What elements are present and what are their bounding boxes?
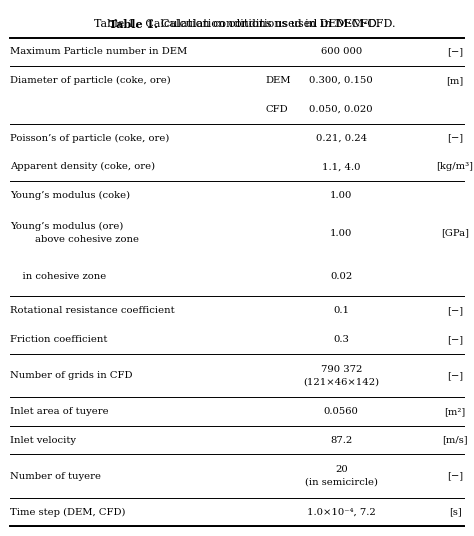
Text: [−]: [−] bbox=[447, 335, 463, 344]
Text: [−]: [−] bbox=[447, 133, 463, 143]
Text: Table 1.  Calculation conditions used in DEM-CFD.: Table 1. Calculation conditions used in … bbox=[94, 19, 380, 29]
Text: 0.0560: 0.0560 bbox=[324, 407, 359, 416]
Text: Inlet area of tuyere: Inlet area of tuyere bbox=[10, 407, 109, 416]
Text: DEM: DEM bbox=[265, 76, 291, 85]
Text: Inlet velocity: Inlet velocity bbox=[10, 436, 76, 444]
Text: 0.3: 0.3 bbox=[333, 335, 349, 344]
Text: Number of grids in CFD: Number of grids in CFD bbox=[10, 371, 133, 380]
Text: 1.00: 1.00 bbox=[330, 191, 353, 200]
Text: Poisson’s of particle (coke, ore): Poisson’s of particle (coke, ore) bbox=[10, 133, 170, 143]
Text: Young’s modulus (coke): Young’s modulus (coke) bbox=[10, 191, 130, 200]
Text: 0.02: 0.02 bbox=[330, 272, 352, 281]
Text: 790 372
(121×46×142): 790 372 (121×46×142) bbox=[303, 364, 379, 386]
Text: 20
(in semicircle): 20 (in semicircle) bbox=[305, 465, 378, 487]
Text: [m]: [m] bbox=[447, 76, 464, 85]
Text: Number of tuyere: Number of tuyere bbox=[10, 472, 101, 481]
Text: Time step (DEM, CFD): Time step (DEM, CFD) bbox=[10, 508, 126, 517]
Text: Young’s modulus (ore)
        above cohesive zone: Young’s modulus (ore) above cohesive zon… bbox=[10, 222, 139, 244]
Text: 0.050, 0.020: 0.050, 0.020 bbox=[310, 105, 373, 114]
Text: 0.300, 0.150: 0.300, 0.150 bbox=[310, 76, 373, 85]
Text: 1.00: 1.00 bbox=[330, 228, 353, 237]
Text: [−]: [−] bbox=[447, 371, 463, 380]
Text: 1.0×10⁻⁴, 7.2: 1.0×10⁻⁴, 7.2 bbox=[307, 508, 376, 517]
Text: [m²]: [m²] bbox=[445, 407, 465, 416]
Text: Rotational resistance coefficient: Rotational resistance coefficient bbox=[10, 306, 175, 315]
Text: [−]: [−] bbox=[447, 472, 463, 481]
Text: Table 1.: Table 1. bbox=[109, 19, 158, 30]
Text: Maximum Particle number in DEM: Maximum Particle number in DEM bbox=[10, 47, 188, 56]
Text: [−]: [−] bbox=[447, 47, 463, 56]
Text: [GPa]: [GPa] bbox=[441, 228, 469, 237]
Text: Apparent density (coke, ore): Apparent density (coke, ore) bbox=[10, 162, 155, 172]
Text: in cohesive zone: in cohesive zone bbox=[10, 272, 107, 281]
Text: 0.1: 0.1 bbox=[333, 306, 349, 315]
Text: 0.21, 0.24: 0.21, 0.24 bbox=[316, 133, 367, 143]
Text: Diameter of particle (coke, ore): Diameter of particle (coke, ore) bbox=[10, 76, 171, 85]
Text: [−]: [−] bbox=[447, 306, 463, 315]
Text: Friction coefficient: Friction coefficient bbox=[10, 335, 108, 344]
Text: Calculation conditions used in DEM-CFD.: Calculation conditions used in DEM-CFD. bbox=[154, 19, 395, 29]
Text: 1.1, 4.0: 1.1, 4.0 bbox=[322, 162, 361, 172]
Text: [m/s]: [m/s] bbox=[442, 436, 468, 444]
Text: CFD: CFD bbox=[265, 105, 288, 114]
Text: [kg/m³]: [kg/m³] bbox=[437, 162, 474, 172]
Text: 87.2: 87.2 bbox=[330, 436, 352, 444]
Text: 600 000: 600 000 bbox=[320, 47, 362, 56]
Text: [s]: [s] bbox=[449, 508, 461, 517]
